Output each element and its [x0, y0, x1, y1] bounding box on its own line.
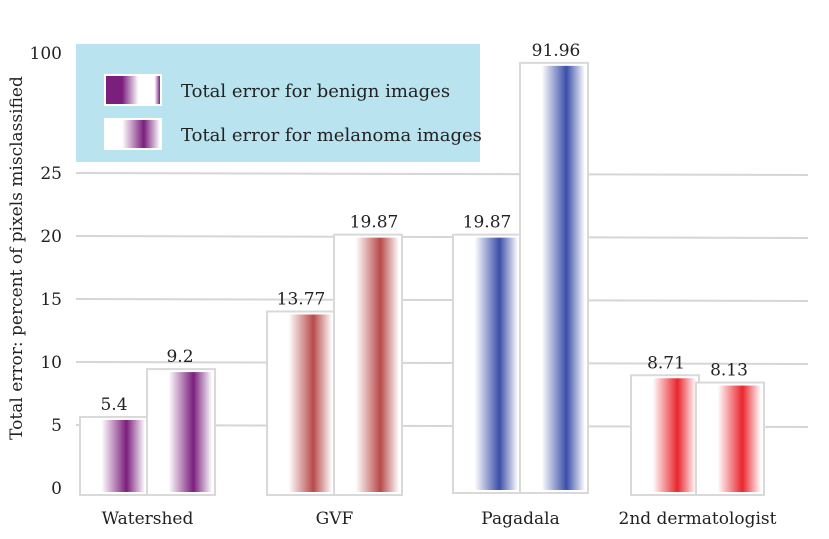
- data-label: 8.13: [710, 361, 748, 381]
- legend-swatch: [106, 120, 160, 148]
- grid-line-20: [75, 235, 809, 239]
- y-tick-label: 25: [40, 164, 62, 184]
- y-tick-label: 10: [40, 353, 62, 373]
- legend: Total error for benign images Total error…: [76, 44, 482, 162]
- data-label: 19.87: [350, 213, 399, 233]
- y-tick-label: 15: [40, 290, 62, 310]
- x-tick-label: Pagadala: [481, 509, 559, 529]
- bar-watershed-melanoma: [150, 372, 212, 492]
- x-tick-label: GVF: [316, 509, 354, 529]
- x-tick-label: 2nd dermatologist: [619, 509, 777, 529]
- y-tick-label: 20: [40, 227, 62, 247]
- y-tick-label: 0: [51, 479, 62, 499]
- data-label: 91.96: [532, 41, 581, 61]
- bars: 5.4 9.2 13.77 19.87 19.87 91.96 8.71 8.13: [79, 41, 765, 497]
- y-axis: 0 5 10 15 20 25 100: [30, 44, 62, 499]
- bar-gvf-benign: [270, 314, 332, 492]
- data-label: 13.77: [277, 289, 326, 309]
- y-axis-label: Total error: percent of pixels misclassi…: [7, 76, 27, 440]
- x-tick-label: Watershed: [102, 509, 194, 529]
- bar-pagadala-melanoma: [523, 65, 585, 490]
- bar-2nd-dermatologist-benign: [634, 378, 696, 492]
- data-label: 8.71: [647, 353, 685, 373]
- bar-pagadala-benign: [456, 237, 518, 490]
- x-axis: Watershed GVF Pagadala 2nd dermatologist: [102, 509, 777, 529]
- y-tick-label: 5: [51, 416, 62, 436]
- legend-label: Total error for benign images: [181, 81, 450, 102]
- bar-2nd-dermatologist-melanoma: [699, 385, 761, 492]
- bar-watershed-benign: [83, 419, 145, 492]
- grid-line-15: [75, 298, 809, 302]
- grid-line-25: [75, 172, 809, 176]
- data-label: 5.4: [100, 395, 127, 415]
- y-tick-label: 100: [30, 44, 62, 64]
- legend-label: Total error for melanoma images: [181, 125, 482, 146]
- grid-line-10: [75, 361, 809, 365]
- data-label: 19.87: [463, 213, 512, 233]
- legend-swatch: [106, 76, 160, 104]
- bar-gvf-melanoma: [337, 237, 399, 492]
- data-label: 9.2: [166, 347, 193, 367]
